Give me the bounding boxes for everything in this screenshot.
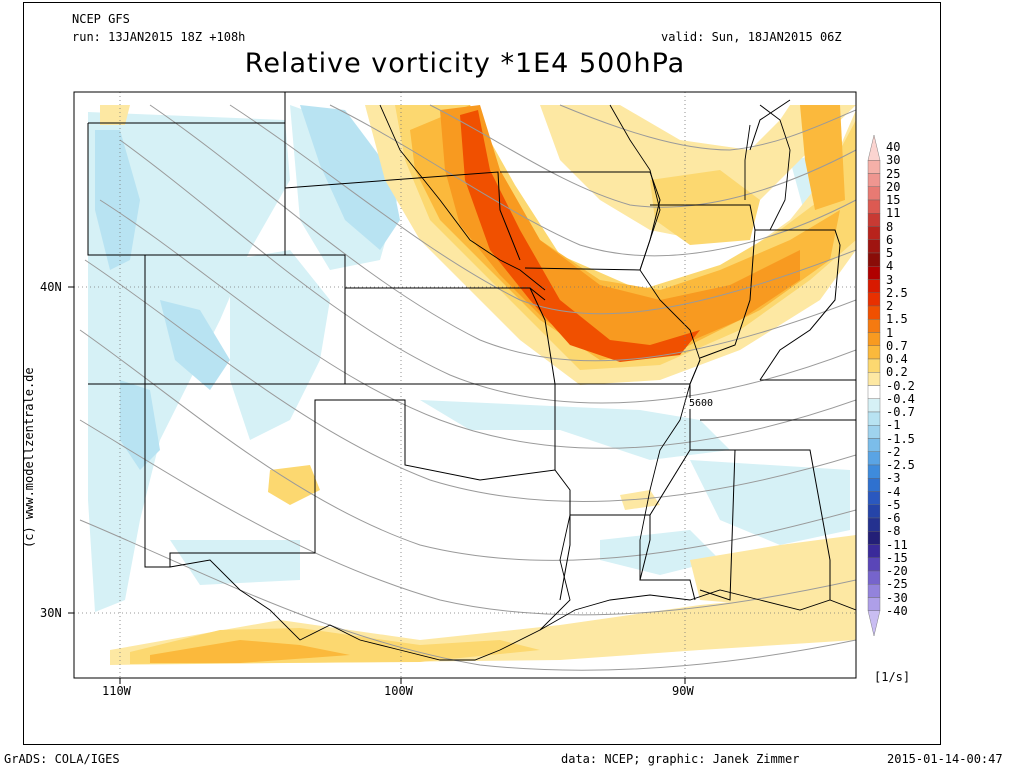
legend-swatch: [867, 464, 881, 479]
legend-swatch: [867, 438, 881, 452]
legend-swatch: [867, 597, 881, 611]
legend-label: 0.4: [886, 352, 908, 366]
legend-label: -20: [886, 564, 908, 578]
footer-software: GrADS: COLA/IGES: [4, 752, 120, 766]
legend-swatch: [867, 252, 881, 267]
legend-swatch: [867, 134, 881, 161]
legend-unit: [1/s]: [874, 670, 911, 684]
legend-label: 4: [886, 259, 894, 274]
legend-label: -1.5: [886, 431, 915, 446]
legend-label: -4: [886, 484, 901, 499]
legend-label: -3: [886, 471, 901, 486]
footer-credit: data: NCEP; graphic: Janek Zimmer: [561, 752, 800, 766]
legend-label: 40: [886, 140, 901, 154]
legend-swatch: [867, 239, 881, 254]
legend-label: -40: [886, 603, 908, 618]
legend-swatch: [867, 345, 881, 360]
legend-swatch: [867, 160, 881, 174]
legend-label: 6: [886, 232, 894, 247]
legend-label: -6: [886, 511, 901, 525]
legend-swatch: [867, 292, 881, 307]
legend-swatch: [867, 411, 881, 426]
legend-label: 25: [886, 166, 901, 181]
legend-swatch: [867, 358, 881, 373]
legend-label: -1: [886, 418, 901, 433]
contour-label: 5600: [688, 398, 715, 409]
legend-swatch: [867, 451, 881, 466]
legend-label: -2: [886, 444, 901, 459]
legend-swatch: [867, 610, 881, 637]
legend-swatch: [867, 226, 881, 240]
run-time: run: 13JAN2015 18Z +108h: [72, 30, 246, 44]
legend-label: -11: [886, 537, 908, 552]
map-title: Relative vorticity *1E4 500hPa: [244, 48, 686, 79]
legend-label: -5: [886, 497, 901, 512]
legend-label: 3: [886, 272, 894, 287]
legend-label: -0.2: [886, 378, 915, 393]
legend-swatch: [867, 279, 881, 293]
plot-border: [73, 91, 857, 679]
lat-lon-grid: [74, 92, 856, 678]
legend-swatch: [867, 570, 881, 585]
legend-swatch: [867, 305, 881, 320]
legend-label: 15: [886, 193, 901, 207]
legend-swatch: [867, 584, 881, 598]
model-name: NCEP GFS: [72, 12, 130, 26]
lon-label-90w: 90W: [672, 684, 694, 698]
legend-label: 20: [886, 179, 901, 194]
legend-label: 0.2: [886, 365, 908, 380]
legend-swatch: [867, 531, 881, 545]
coastline: [169, 104, 856, 661]
legend-label: 2.5: [886, 285, 908, 300]
legend-swatch: [867, 425, 881, 439]
legend-label: 0.7: [886, 338, 908, 353]
legend-swatch: [867, 544, 881, 558]
legend-swatch: [867, 398, 881, 413]
legend-label: -15: [886, 550, 908, 565]
legend-swatch: [867, 319, 881, 333]
lon-label-100w: 100W: [384, 684, 413, 698]
valid-time: valid: Sun, 18JAN2015 06Z: [661, 30, 842, 44]
legend-swatch: [867, 372, 881, 386]
legend-label: -8: [886, 524, 901, 539]
footer-timestamp: 2015-01-14-00:47: [887, 752, 1003, 766]
legend-label: 1: [886, 325, 894, 340]
legend-label: -0.7: [886, 405, 915, 419]
legend-swatch: [867, 478, 881, 492]
legend-swatch: [867, 504, 881, 519]
legend-swatch: [867, 266, 881, 280]
legend-label: -0.4: [886, 391, 915, 406]
legend-swatch: [867, 173, 881, 187]
legend-swatch: [867, 332, 881, 346]
legend-label: -25: [886, 577, 908, 592]
lat-label-30n: 30N: [40, 606, 62, 620]
legend-label: -30: [886, 590, 908, 605]
legend-label: 11: [886, 206, 901, 221]
legend-swatch: [867, 491, 881, 505]
lon-label-110w: 110W: [102, 684, 131, 698]
legend-swatch: [867, 557, 881, 572]
legend-label: 1.5: [886, 312, 908, 327]
legend-swatch: [867, 199, 881, 214]
legend-swatch: [867, 385, 881, 399]
legend-swatch: [867, 517, 881, 532]
geopotential-contours: [79, 104, 856, 671]
legend-label: -2.5: [886, 458, 915, 472]
negative-vorticity-core: [95, 105, 400, 470]
axis-ticks: [68, 286, 686, 684]
legend-label: 8: [886, 219, 894, 234]
legend-label: 30: [886, 153, 901, 168]
lat-label-40n: 40N: [40, 280, 62, 294]
credit-text: (c) www.modellzentrale.de: [22, 367, 36, 548]
legend-colorbar: [867, 134, 881, 637]
legend-label: 2: [886, 299, 894, 313]
legend-label: 5: [886, 246, 894, 260]
figure-frame: [23, 2, 941, 745]
legend-swatch: [867, 186, 881, 201]
legend-swatch: [867, 213, 881, 227]
positive-vorticity-bands: [100, 105, 856, 665]
